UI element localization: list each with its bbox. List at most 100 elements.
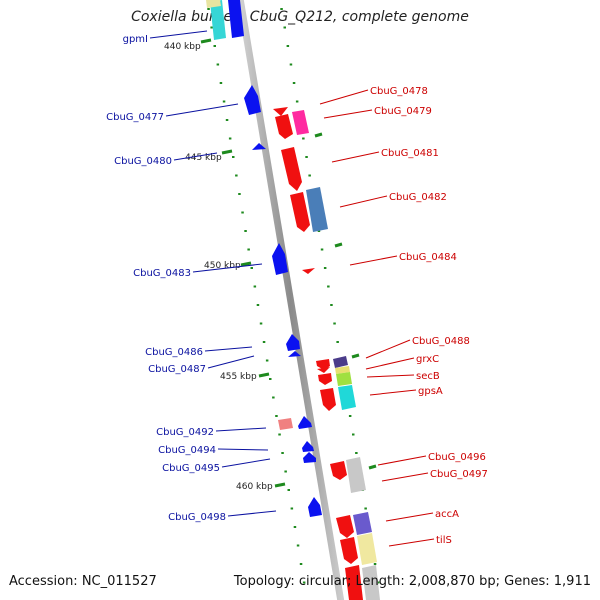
gene-arrow-gpmi-a[interactable]: [210, 0, 226, 40]
guide-dot: [373, 563, 377, 565]
guide-dot: [308, 174, 311, 177]
gene-label-tils[interactable]: tilS: [436, 535, 452, 546]
guide-dot: [272, 396, 275, 399]
gene-arrow-bottom-grey[interactable]: [362, 565, 380, 600]
gene-arrow-cbug-0478[interactable]: [273, 107, 288, 116]
kbp-tick-label: 460 kbp: [236, 482, 273, 492]
gene-label-cbug-0486[interactable]: CbuG_0486: [145, 347, 203, 358]
guide-dot: [330, 304, 333, 306]
gene-label-cbug-0494[interactable]: CbuG_0494: [158, 445, 216, 456]
gene-arrow-cbug-0492-pink[interactable]: [278, 418, 293, 430]
genome-summary: Topology: circular; Length: 2,008,870 bp…: [233, 574, 591, 589]
gene-label-cbug-0488[interactable]: CbuG_0488: [412, 336, 470, 347]
leader-line: [385, 512, 434, 522]
gene-arrow-gpmi-b[interactable]: [228, 0, 244, 38]
gene-arrow-cbug-0483[interactable]: [272, 243, 288, 275]
guide-dot: [333, 322, 336, 325]
right-strand-genes: [273, 107, 380, 600]
guide-dot: [281, 452, 284, 454]
gene-label-cbug-0484[interactable]: CbuG_0484: [399, 252, 457, 263]
guide-dot: [293, 526, 297, 528]
gene-label-cbug-0481[interactable]: CbuG_0481: [381, 148, 439, 159]
guide-dot: [262, 341, 266, 343]
gene-arrow-cbug-0480[interactable]: [252, 143, 266, 150]
leader-line: [192, 263, 263, 273]
guide-dot: [235, 174, 238, 177]
kbp-tick-mark: [200, 38, 212, 44]
gene-arrow-cbug-0497[interactable]: [346, 457, 366, 493]
left-strand-genes: [206, 0, 322, 517]
guide-dot: [336, 341, 339, 343]
gene-arrow-bottom-red[interactable]: [345, 565, 363, 600]
gene-label-cbug-0479[interactable]: CbuG_0479: [374, 106, 432, 117]
guide-dot: [213, 45, 216, 47]
gene-arrow-cbug-0481[interactable]: [281, 147, 302, 191]
guide-dot: [256, 304, 260, 306]
gene-label-cbug-0498[interactable]: CbuG_0498: [168, 512, 226, 523]
gene-arrow-cbug-0487[interactable]: [288, 351, 301, 357]
gene-label-acca[interactable]: accA: [435, 509, 459, 520]
guide-dot: [275, 415, 278, 417]
guide-dot: [355, 452, 358, 454]
kbp-tick-label: 450 kbp: [204, 261, 241, 271]
leader-line: [217, 448, 269, 451]
gene-arrow-gpsa-red[interactable]: [320, 388, 336, 411]
gene-arrow-cbug-0484[interactable]: [302, 268, 315, 274]
gene-label-gpmi[interactable]: gpmI: [123, 34, 148, 45]
gene-arrow-cbug-0496[interactable]: [330, 461, 347, 480]
gene-label-grxc[interactable]: grxC: [416, 354, 439, 365]
gene-arrow-grxc[interactable]: [317, 367, 330, 373]
gene-label-cbug-0480[interactable]: CbuG_0480: [114, 156, 172, 167]
kbp-tick-mark: [351, 353, 360, 359]
gene-label-cbug-0478[interactable]: CbuG_0478: [370, 86, 428, 97]
gene-arrow-gpmi-c[interactable]: [206, 0, 221, 8]
gene-arrow-cbug-0482[interactable]: [306, 187, 328, 232]
leader-line: [165, 103, 239, 117]
gene-label-cbug-0482[interactable]: CbuG_0482: [389, 192, 447, 203]
gene-arrow-cbug-0477[interactable]: [244, 85, 261, 115]
gene-label-gpsa[interactable]: gpsA: [418, 386, 443, 397]
gene-label-cbug-0477[interactable]: CbuG_0477: [106, 112, 164, 123]
guide-dot: [295, 100, 299, 103]
leader-line: [381, 472, 429, 482]
guide-dot: [232, 156, 235, 158]
leader-line: [227, 510, 277, 517]
gene-arrow-cbug-0488[interactable]: [333, 356, 348, 368]
kbp-tick-mark: [334, 242, 343, 248]
gene-arrow-cbug-0479[interactable]: [292, 110, 309, 135]
gene-arrow-grxc-box[interactable]: [335, 366, 350, 374]
gene-label-secb[interactable]: secB: [416, 371, 440, 382]
gene-arrow-tils[interactable]: [357, 533, 377, 565]
gene-arrow-gpsa[interactable]: [338, 385, 356, 410]
gene-arrow-acca[interactable]: [353, 512, 372, 535]
gene-label-cbug-0496[interactable]: CbuG_0496: [428, 452, 486, 463]
guide-dot: [289, 63, 293, 66]
gene-arrow-cbug-0492[interactable]: [298, 416, 312, 429]
gene-label-cbug-0483[interactable]: CbuG_0483: [133, 268, 191, 279]
guide-dot: [283, 26, 286, 29]
gene-arrow-cbug-0498[interactable]: [308, 497, 322, 517]
gene-arrow-cbug-0479-red[interactable]: [275, 114, 293, 139]
guide-dot: [210, 26, 213, 29]
kbp-tick-mark: [240, 261, 252, 267]
guide-dot: [296, 544, 300, 547]
gene-arrow-secb-box[interactable]: [336, 372, 352, 386]
gene-label-cbug-0495[interactable]: CbuG_0495: [162, 463, 220, 474]
gene-arrow-secb[interactable]: [318, 373, 332, 385]
gene-arrow-cbug-0482-red[interactable]: [290, 192, 310, 232]
gene-arrow-cbug-0486[interactable]: [286, 334, 300, 351]
gene-label-cbug-0487[interactable]: CbuG_0487: [148, 364, 206, 375]
gene-arrow-tils-red[interactable]: [340, 537, 358, 564]
gene-label-cbug-0492[interactable]: CbuG_0492: [156, 427, 214, 438]
gene-arrow-cbug-0494[interactable]: [302, 441, 314, 452]
gene-label-cbug-0497[interactable]: CbuG_0497: [430, 469, 488, 480]
gene-arrow-acca-red[interactable]: [336, 515, 354, 538]
gene-arrow-cbug-0495[interactable]: [303, 452, 316, 463]
gene-arrow-cbug-0488-red[interactable]: [316, 359, 330, 370]
backbone: [236, 0, 345, 600]
guide-dot: [265, 359, 269, 362]
kbp-tick-mark: [221, 149, 233, 155]
left-gene-labels: gpmI CbuG_0477 CbuG_0480 CbuG_0483 CbuG_…: [106, 30, 277, 523]
guide-dot: [323, 267, 327, 269]
leader-line: [365, 339, 411, 359]
